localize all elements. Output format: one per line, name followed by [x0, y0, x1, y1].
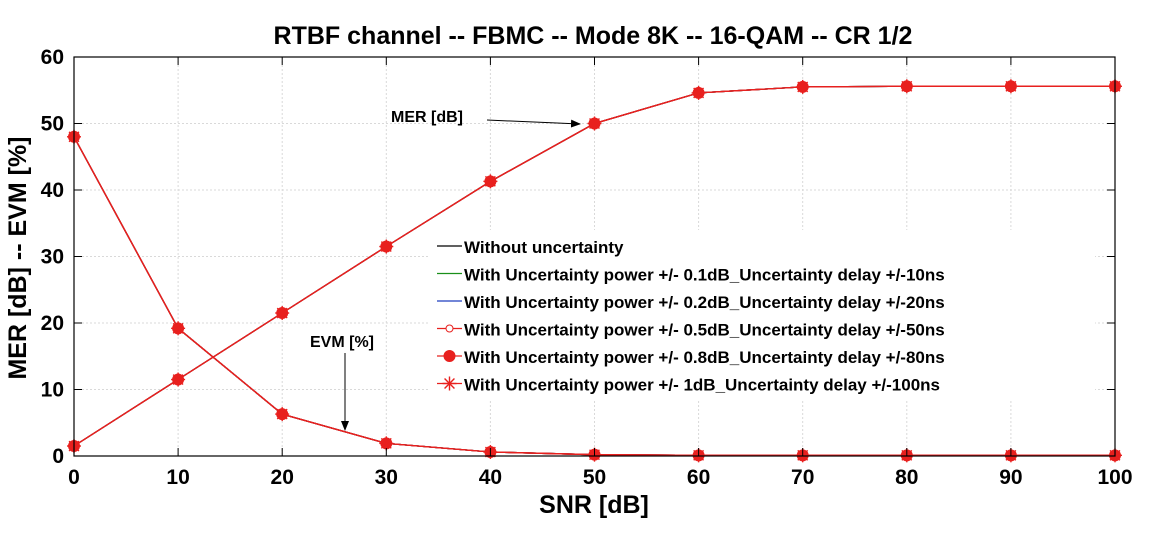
legend-entry-1: With Uncertainty power +/- 0.1dB_Uncerta…: [464, 266, 945, 285]
legend-entry-2: With Uncertainty power +/- 0.2dB_Uncerta…: [464, 293, 945, 312]
series-5-mer-point: [691, 85, 706, 100]
series-5-mer-point: [899, 79, 914, 94]
series-5-mer-point: [1003, 79, 1018, 94]
series-5-evm-point: [171, 321, 186, 336]
series-5-mer-point: [171, 372, 186, 387]
y-tick-label: 10: [41, 379, 64, 402]
legend-marker-3: [445, 324, 454, 333]
x-tick-label: 0: [68, 466, 80, 489]
legend-marker-4: [443, 350, 456, 362]
y-tick-label: 60: [41, 46, 64, 69]
legend-box: [430, 230, 1095, 400]
x-tick-labels: 0 10 20 30 40 50 60 70 80 90 100: [68, 466, 1132, 489]
series-5-mer-point: [587, 116, 602, 131]
legend-entry-0: Without uncertainty: [464, 238, 624, 257]
x-axis-label: SNR [dB]: [539, 491, 649, 519]
y-tick-label: 20: [41, 312, 64, 335]
x-tick-label: 40: [479, 466, 502, 489]
series-5-mer-point: [483, 174, 498, 189]
x-tick-label: 10: [166, 466, 189, 489]
x-tick-label: 100: [1097, 466, 1132, 489]
x-tick-label: 80: [895, 466, 918, 489]
x-tick-label: 30: [375, 466, 398, 489]
x-tick-label: 20: [271, 466, 294, 489]
y-tick-labels: 0 10 20 30 40 50 60: [41, 46, 64, 468]
chart-title: RTBF channel -- FBMC -- Mode 8K -- 16-QA…: [274, 22, 913, 50]
legend-marker-5: [442, 376, 457, 391]
y-tick-label: 30: [41, 246, 64, 269]
y-tick-label: 40: [41, 179, 64, 202]
ticks: [73, 56, 1116, 457]
annotation-evm: EVM [%]: [310, 334, 374, 351]
legend-entry-5: With Uncertainty power +/- 1dB_Uncertain…: [464, 376, 940, 395]
y-axis-label: MER [dB] -- EVM [%]: [4, 136, 32, 379]
x-tick-label: 60: [687, 466, 710, 489]
series-5-mer-point: [795, 79, 810, 94]
series-5-mer-point: [275, 306, 290, 321]
legend-entry-3: With Uncertainty power +/- 0.5dB_Uncerta…: [464, 321, 945, 340]
series-5-evm-point: [275, 407, 290, 422]
x-tick-label: 90: [999, 466, 1022, 489]
annotation-mer: MER [dB]: [391, 109, 463, 126]
legend: Without uncertainty With Uncertainty powe…: [437, 238, 945, 395]
series-5-mer-point: [379, 239, 394, 254]
legend-entry-4: With Uncertainty power +/- 0.8dB_Uncerta…: [464, 348, 945, 367]
y-tick-label: 0: [52, 445, 64, 468]
x-tick-label: 50: [583, 466, 606, 489]
x-tick-label: 70: [791, 466, 814, 489]
y-tick-label: 50: [41, 113, 64, 136]
annotation-mer-arrow: [486, 119, 581, 128]
